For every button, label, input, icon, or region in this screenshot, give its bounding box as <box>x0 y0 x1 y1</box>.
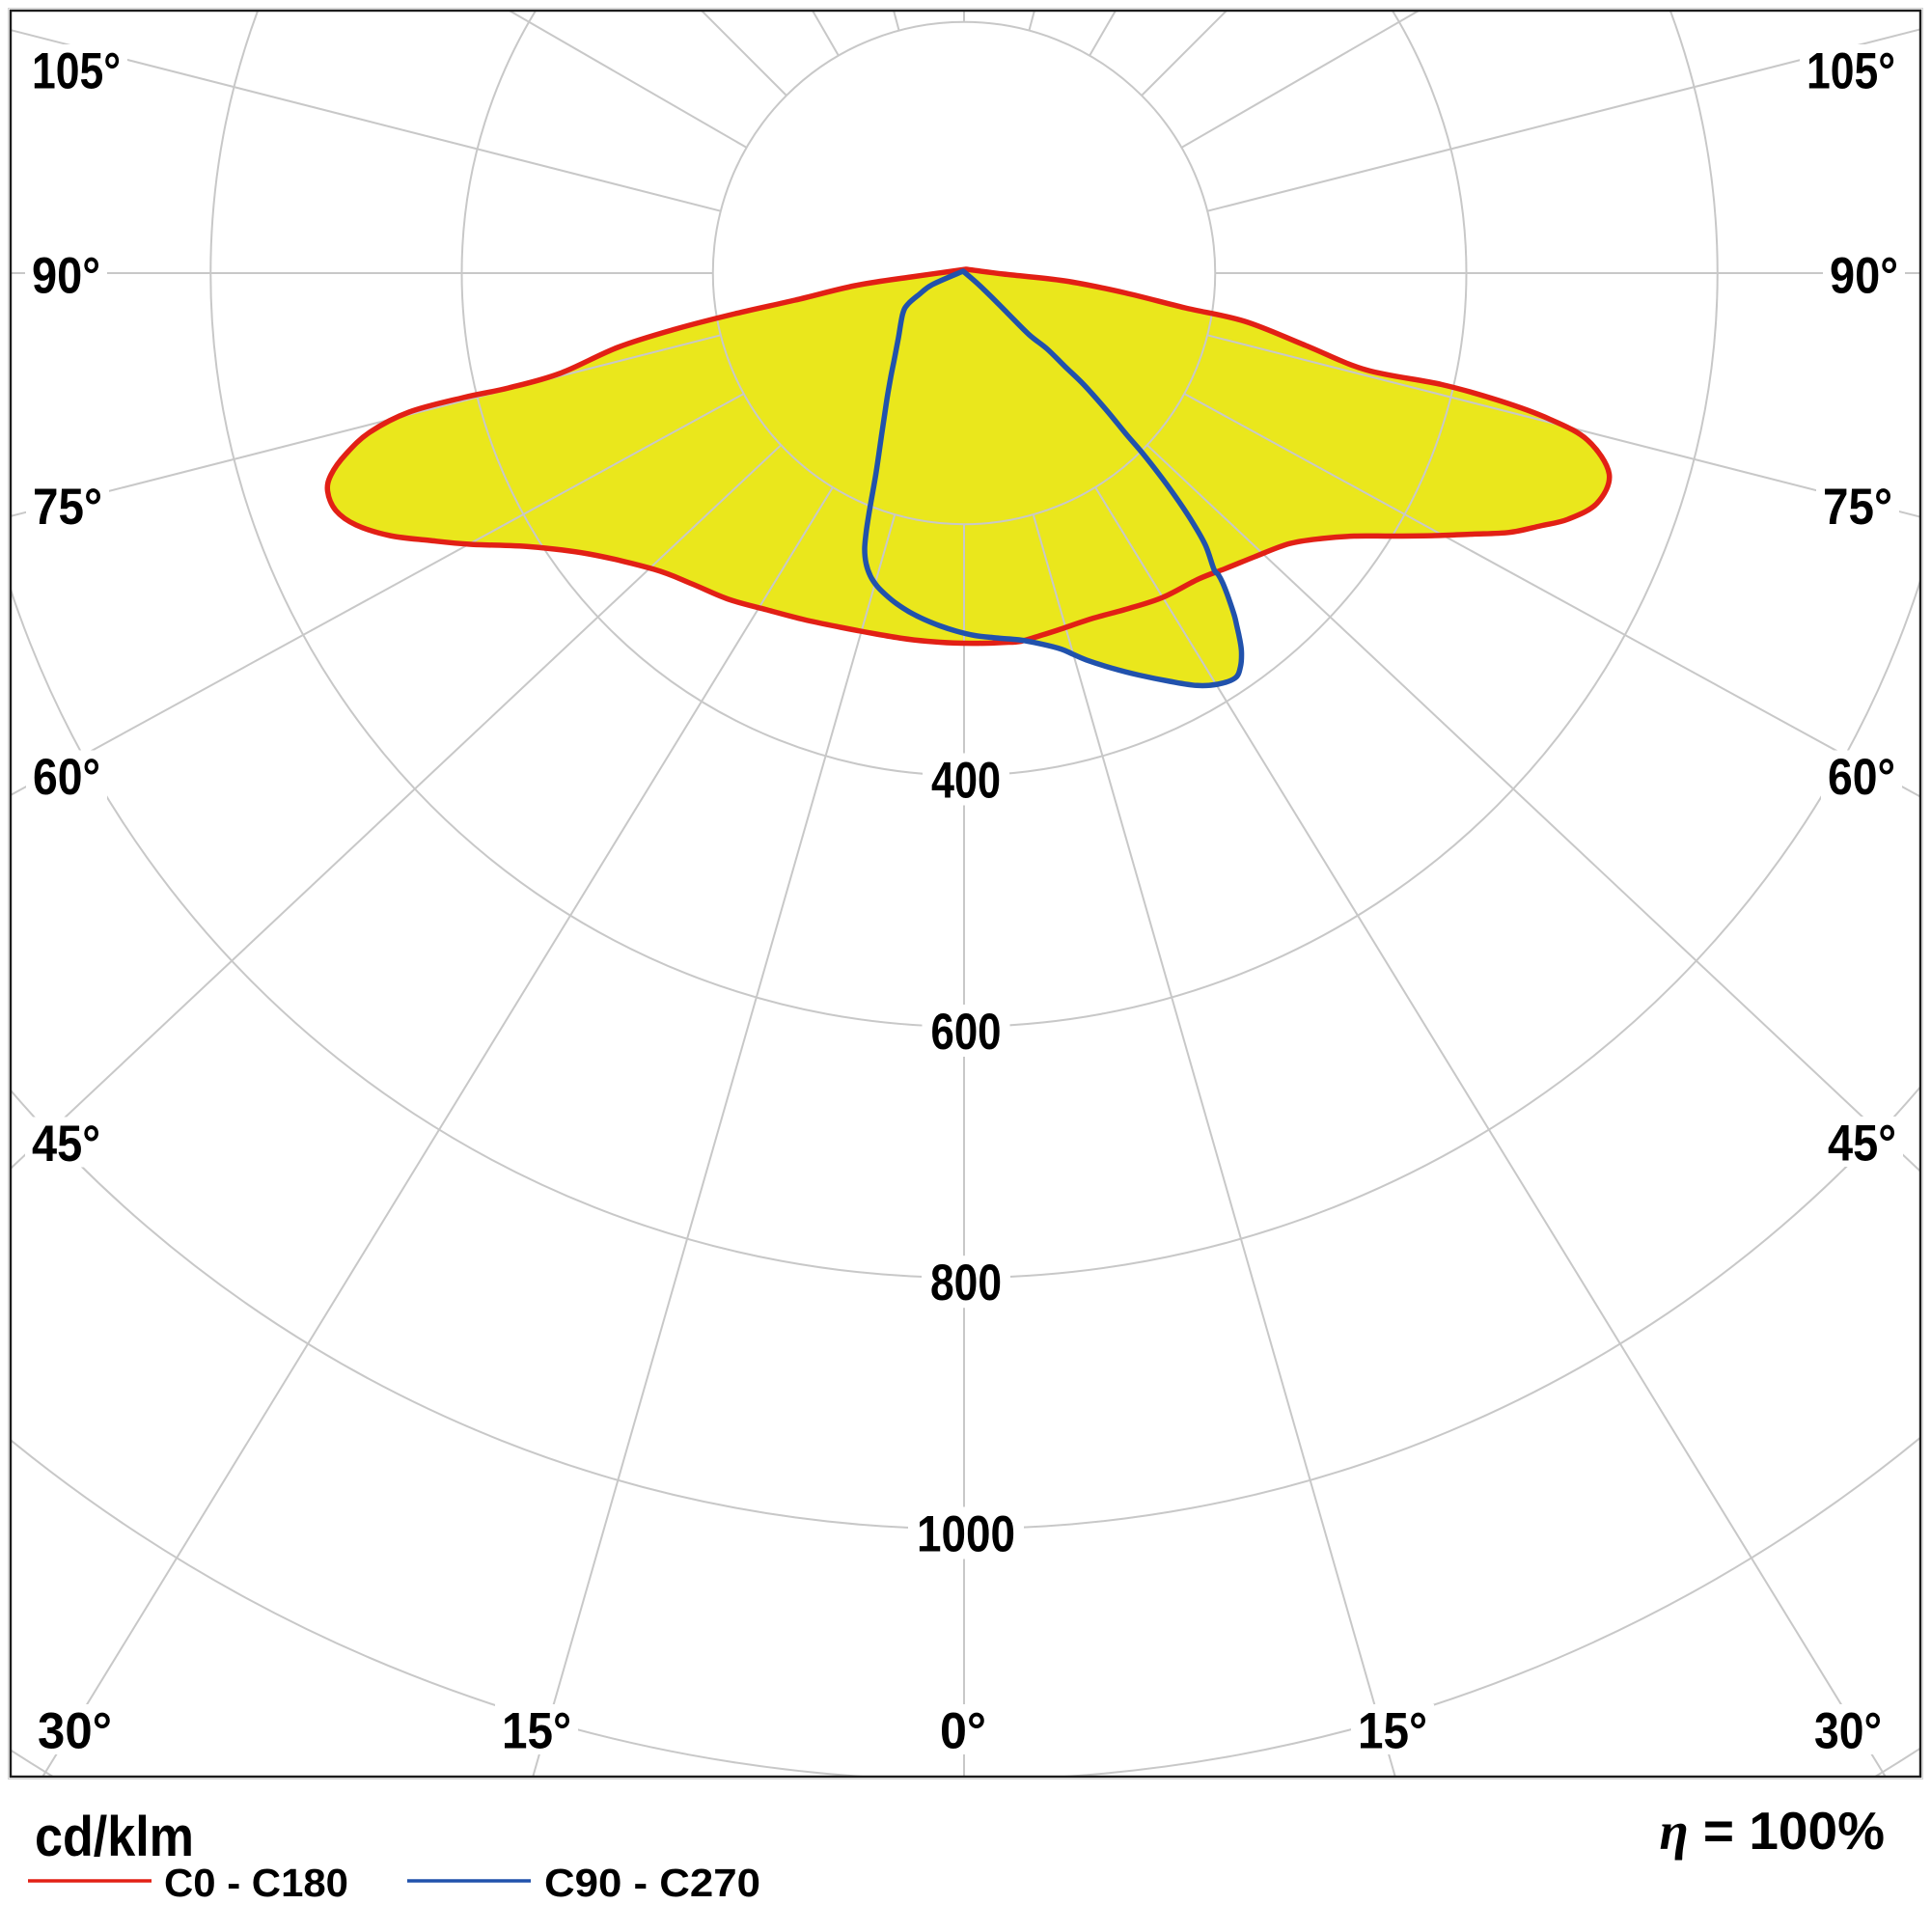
svg-text:45°: 45° <box>32 1116 100 1173</box>
svg-text:η = 100%: η = 100% <box>1659 1801 1885 1861</box>
svg-text:1000: 1000 <box>917 1506 1015 1563</box>
svg-text:15°: 15° <box>502 1702 571 1759</box>
svg-text:60°: 60° <box>33 749 100 806</box>
svg-text:0°: 0° <box>940 1702 986 1759</box>
svg-text:90°: 90° <box>1830 247 1898 304</box>
svg-text:30°: 30° <box>1814 1702 1882 1759</box>
svg-text:45°: 45° <box>1828 1115 1896 1172</box>
svg-text:60°: 60° <box>1828 749 1895 806</box>
svg-text:105°: 105° <box>1807 42 1895 99</box>
svg-text:600: 600 <box>931 1004 1002 1061</box>
svg-text:105°: 105° <box>32 42 121 99</box>
svg-text:75°: 75° <box>1823 479 1892 536</box>
svg-text:75°: 75° <box>33 479 102 536</box>
svg-text:30°: 30° <box>38 1702 112 1759</box>
svg-text:C90 - C270: C90 - C270 <box>544 1861 760 1905</box>
svg-text:800: 800 <box>930 1255 1002 1311</box>
svg-text:cd/klm: cd/klm <box>35 1806 194 1868</box>
svg-text:400: 400 <box>931 753 1001 810</box>
svg-text:C0 - C180: C0 - C180 <box>164 1861 348 1905</box>
svg-text:90°: 90° <box>32 247 100 304</box>
svg-text:15°: 15° <box>1358 1702 1427 1759</box>
